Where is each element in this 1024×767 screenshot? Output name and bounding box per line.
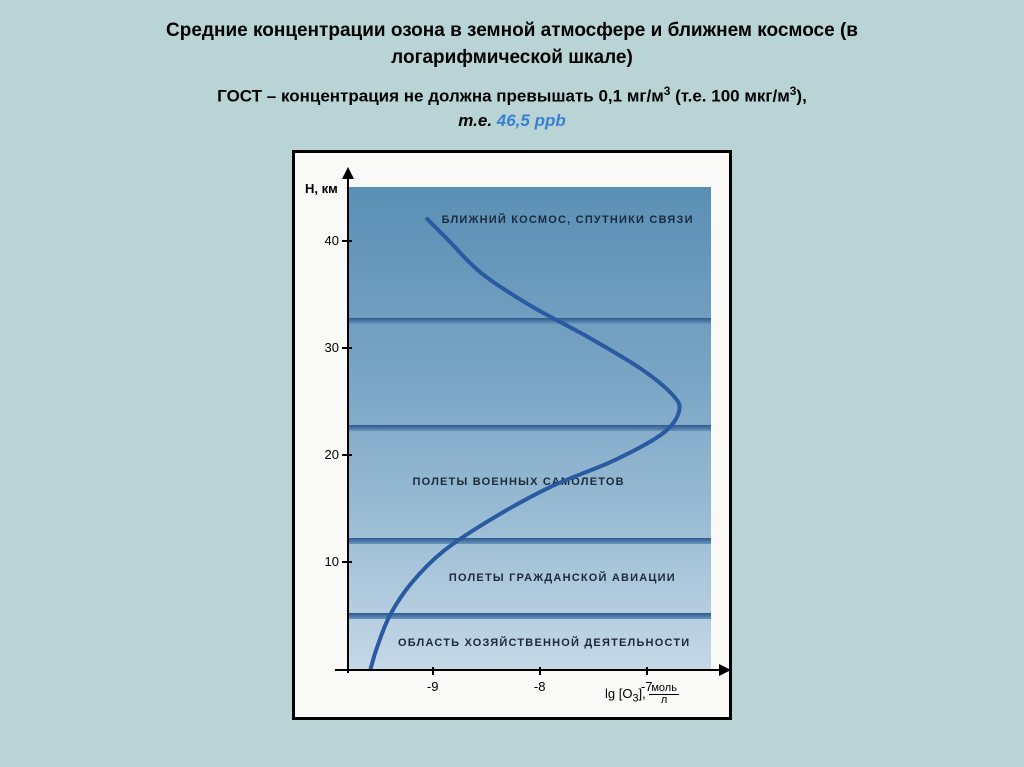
subtitle-highlight: 46,5 ppb	[497, 111, 566, 130]
chart-wrap: БЛИЖНИЙ КОСМОС, СПУТНИКИ СВЯЗИ ПОЛЕТЫ ВОЕ…	[292, 150, 732, 720]
x-tick	[646, 667, 648, 675]
subtitle-ital: т.е.	[458, 111, 497, 130]
x-axis-arrow-icon	[719, 664, 731, 676]
atmosphere-band-line	[347, 318, 711, 324]
region-label: ПОЛЕТЫ ВОЕННЫХ САМОЛЕТОВ	[413, 476, 625, 488]
subtitle-close: ),	[796, 87, 806, 106]
x-tick	[432, 667, 434, 675]
chart-canvas: БЛИЖНИЙ КОСМОС, СПУТНИКИ СВЯЗИ ПОЛЕТЫ ВОЕ…	[292, 150, 732, 720]
x-title-unit: моль л	[649, 683, 679, 706]
x-title-prefix: lg [O	[605, 686, 632, 701]
subtitle-paren: (т.е. 100 мкг/м	[670, 87, 789, 106]
y-tick-label: 20	[313, 447, 339, 462]
x-axis	[335, 669, 723, 671]
x-tick	[539, 667, 541, 675]
x-tick-label: -7	[641, 679, 653, 694]
atmosphere-band-line	[347, 425, 711, 431]
y-tick-label: 40	[313, 233, 339, 248]
y-tick-label: 30	[313, 340, 339, 355]
y-tick	[342, 561, 352, 563]
region-label: ПОЛЕТЫ ГРАЖДАНСКОЙ АВИАЦИИ	[449, 572, 676, 584]
plot-area: БЛИЖНИЙ КОСМОС, СПУТНИКИ СВЯЗИ ПОЛЕТЫ ВОЕ…	[347, 187, 711, 669]
y-tick	[342, 347, 352, 349]
x-tick-label: -9	[427, 679, 439, 694]
region-label: ОБЛАСТЬ ХОЗЯЙСТВЕННОЙ ДЕЯТЕЛЬНОСТИ	[398, 637, 690, 649]
slide-container: Средние концентрации озона в земной атмо…	[0, 0, 1024, 725]
y-axis-arrow-icon	[342, 167, 354, 179]
slide-title: Средние концентрации озона в земной атмо…	[122, 18, 902, 71]
subtitle-main: ГОСТ – концентрация не должна превышать …	[217, 87, 664, 106]
y-tick	[342, 240, 352, 242]
y-axis	[347, 173, 349, 673]
y-axis-title: H, км	[305, 181, 338, 196]
atmosphere-band-line	[347, 538, 711, 544]
x-title-unit-bot: л	[649, 695, 679, 706]
region-label: БЛИЖНИЙ КОСМОС, СПУТНИКИ СВЯЗИ	[442, 214, 694, 226]
atmosphere-band-line	[347, 613, 711, 619]
x-tick-label: -8	[534, 679, 546, 694]
y-tick-label: 10	[313, 554, 339, 569]
slide-subtitle: ГОСТ – концентрация не должна превышать …	[102, 83, 922, 132]
y-tick	[342, 454, 352, 456]
